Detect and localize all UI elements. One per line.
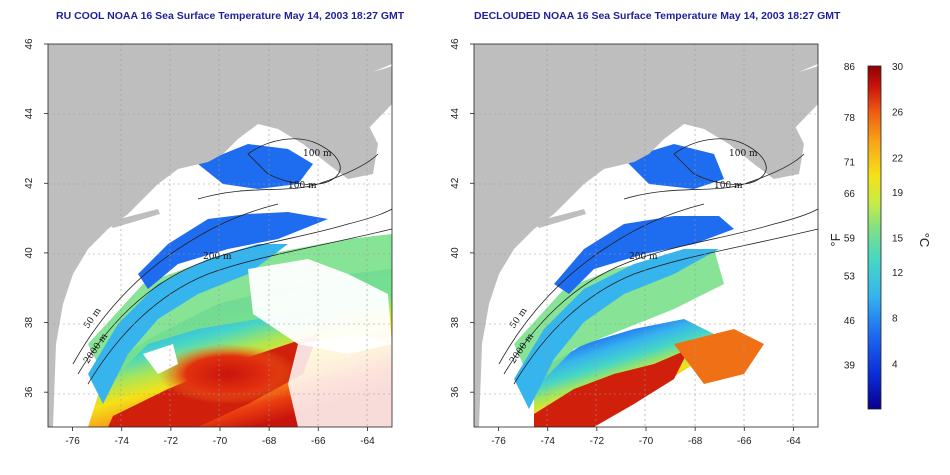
fahrenheit-tick-label: 53 [844,272,856,283]
isobath-50m [498,203,705,365]
isobath-label: 200 m [203,252,232,262]
fahrenheit-tick-label: 86 [844,62,856,73]
map-grid [48,44,392,427]
fahrenheit-tick-label: 78 [844,113,856,124]
warm-eddy [158,344,298,404]
lon-tick-label: -72 [590,436,605,447]
fahrenheit-tick-label: 71 [844,157,856,168]
celsius-tick-label: 30 [892,62,904,73]
panel-title-declouded: DECLOUDED NOAA 16 Sea Surface Temperatur… [474,10,841,22]
isobath-label: 100 m [729,149,758,159]
isobath-100m [623,153,805,200]
lon-tick-label: -66 [311,436,326,447]
long-island [534,209,586,228]
sst-cold-shelf [138,212,328,289]
colorbar-celsius-labels: 30 26 22 19 15 12 8 4 [892,62,904,370]
cloud-patch [248,259,392,354]
isobath-label: 100 m [288,181,317,191]
lat-tick-label: 36 [24,386,35,398]
isobath-200m [77,208,393,375]
lat-tick-label: 38 [24,317,35,329]
celsius-tick-label: 12 [892,268,904,279]
fahrenheit-tick-label: 59 [844,234,856,245]
gulf-of-maine-contours [247,138,341,185]
lon-tick-label: -64 [360,436,375,447]
isobath-2000m [87,228,393,385]
isobath-50m [72,203,279,365]
sst-map-raw: 100 m 100 m 200 m 50 m 2000 m [47,43,393,428]
lon-tick-label: -66 [737,436,752,447]
axes-raw: -76 -74 -72 -70 -68 -66 -64 46 44 42 40 38 36 [24,38,375,447]
colorbar-gradient [867,65,882,410]
lat-tick-label: 36 [450,386,461,398]
fahrenheit-tick-label: 66 [844,189,856,200]
isobath-2000m [513,228,819,385]
isobath-label: 100 m [714,181,743,191]
lat-tick-label: 44 [24,108,35,120]
gulf-of-maine-contours [673,138,767,185]
fahrenheit-unit-label: °F [828,233,843,246]
sst-map-declouded: 100 m 100 m 200 m 50 m 2000 m [473,43,819,428]
lat-tick-label: 42 [450,177,461,189]
cloud-patch [288,334,392,427]
lon-tick-label: -76 [65,436,80,447]
lat-tick-label: 44 [450,108,461,120]
isobath-100m [197,153,379,200]
cloud-patch [143,344,178,374]
axes-declouded: -76 -74 -72 -70 -68 -66 -64 46 44 42 40 38 36 [450,38,801,447]
sst-cold-shelf [554,216,734,294]
lat-tick-label: 40 [24,247,35,259]
celsius-tick-label: 22 [892,153,904,164]
isobath-200m [503,208,819,375]
lat-tick-label: 40 [450,247,461,259]
nova-scotia-land [734,66,818,139]
lon-tick-label: -76 [491,436,506,447]
lon-tick-label: -68 [688,436,703,447]
colorbar: 86 78 71 66 59 53 46 39 30 26 22 19 15 12 8 4 °F °C [828,62,932,410]
fahrenheit-tick-label: 46 [844,316,856,327]
celsius-tick-label: 8 [892,314,898,325]
sst-warm-patch [674,329,764,384]
map-grid [474,44,818,427]
nova-scotia-land [308,66,392,139]
celsius-tick-label: 15 [892,234,904,245]
colorbar-fahrenheit-labels: 86 78 71 66 59 53 46 39 [844,62,856,372]
lon-tick-label: -70 [639,436,654,447]
lat-tick-label: 42 [24,177,35,189]
celsius-unit-label: °C [917,233,932,248]
isobath-label: 100 m [303,149,332,159]
celsius-tick-label: 26 [892,108,904,119]
fahrenheit-tick-label: 39 [844,361,856,372]
sst-gulf-of-maine-blue [624,144,724,189]
lat-tick-label: 46 [24,38,35,50]
lon-tick-label: -68 [262,436,277,447]
lat-tick-label: 38 [450,317,461,329]
lat-tick-label: 46 [450,38,461,50]
lon-tick-label: -70 [213,436,228,447]
sst-shelf-green [514,249,724,389]
long-island [108,209,160,228]
celsius-tick-label: 4 [892,359,898,370]
isobath-label: 200 m [629,252,658,262]
lon-tick-label: -64 [786,436,801,447]
sst-gulf-of-maine-blue [198,144,313,189]
celsius-tick-label: 19 [892,188,904,199]
panel-title-raw: RU COOL NOAA 16 Sea Surface Temperature … [56,10,405,22]
lon-tick-label: -74 [114,436,129,447]
lon-tick-label: -74 [540,436,555,447]
lon-tick-label: -72 [164,436,179,447]
sst-gulfstream-core [534,349,689,427]
